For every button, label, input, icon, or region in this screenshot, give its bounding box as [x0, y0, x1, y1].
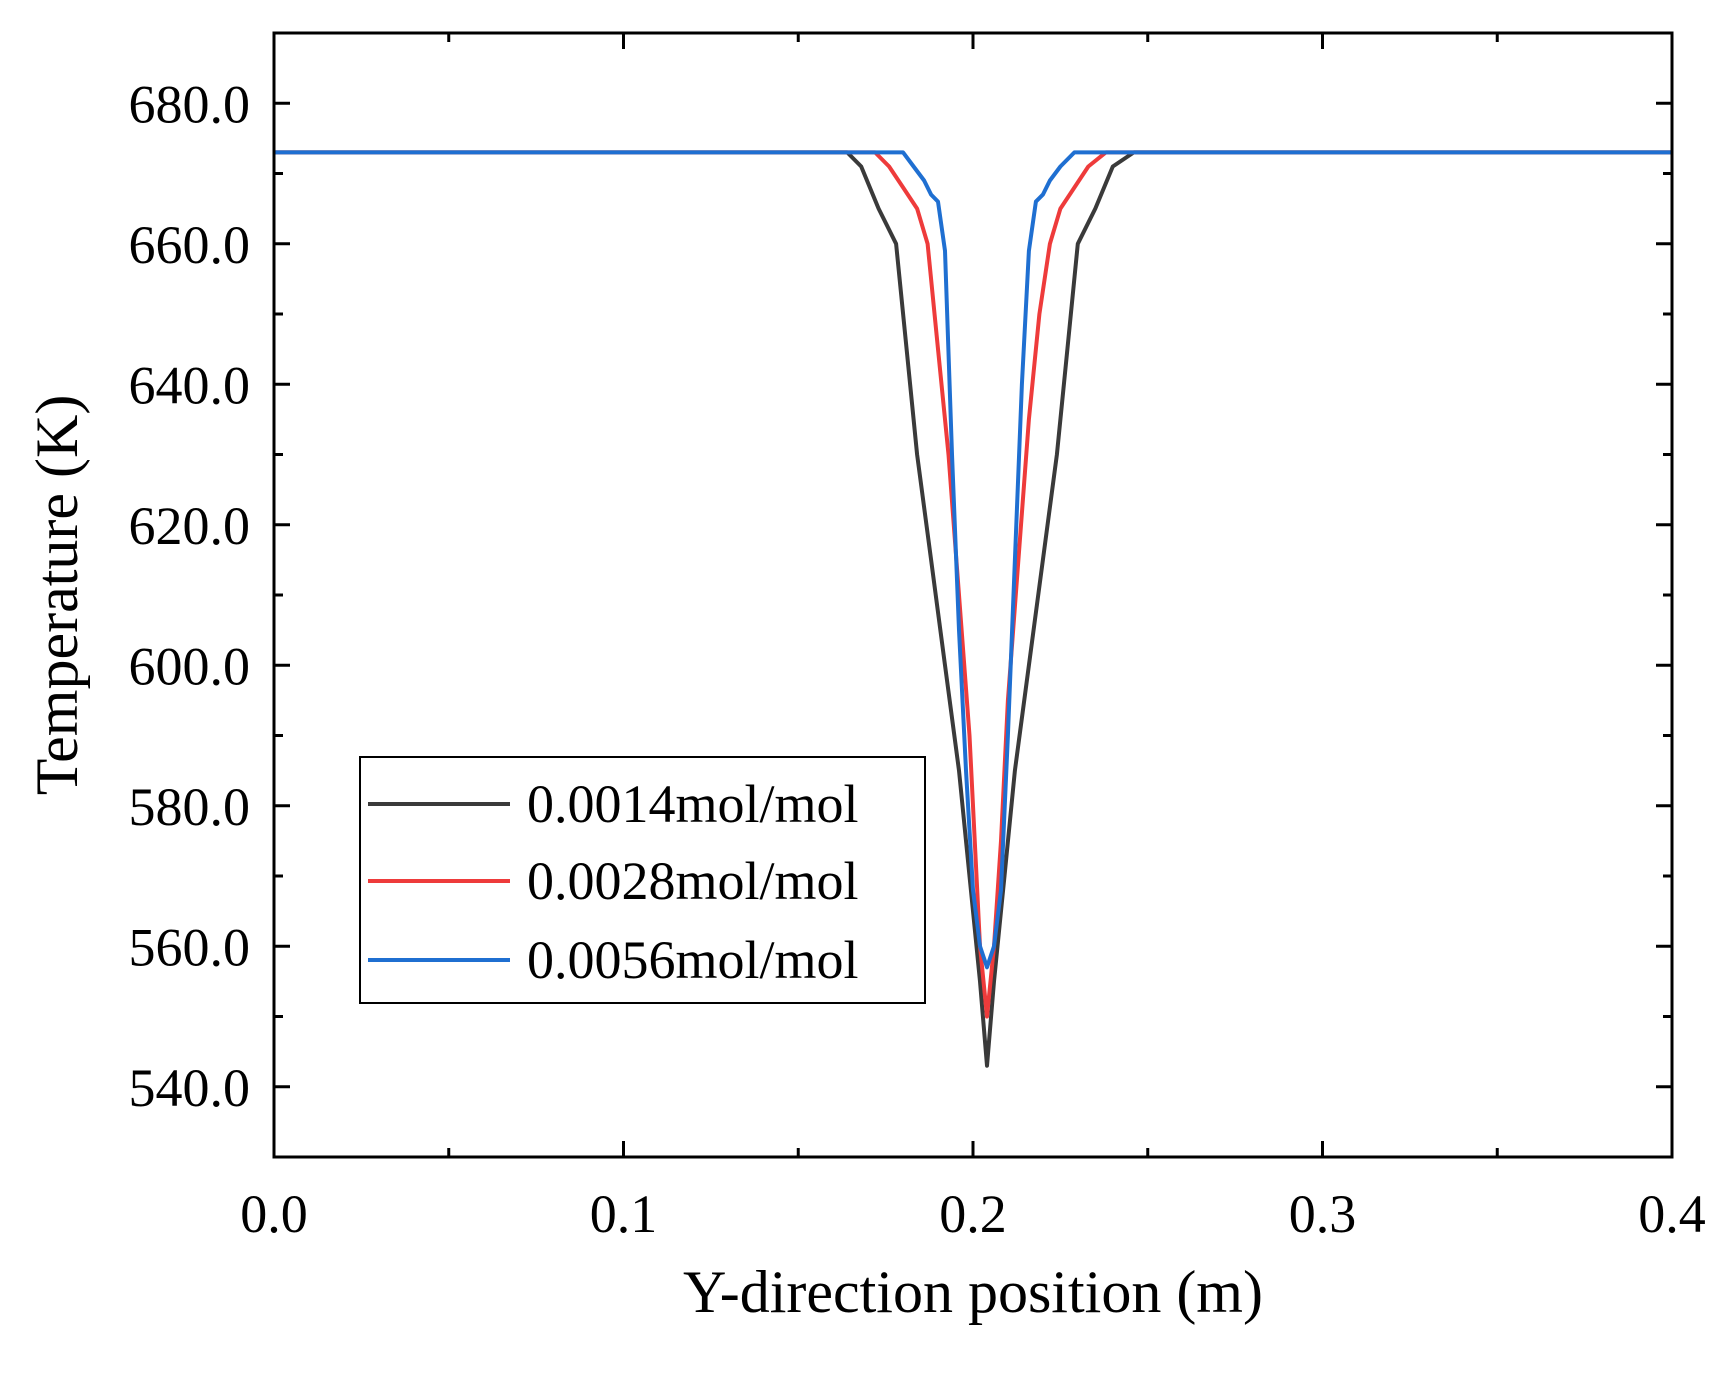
legend: 0.0014mol/mol 0.0028mol/mol 0.0056mol/mo… — [359, 756, 926, 1004]
y-tick-label-3: 600.0 — [129, 636, 251, 696]
x-tick-label-0: 0.0 — [240, 1184, 308, 1244]
legend-label-1: 0.0028mol/mol — [527, 851, 859, 911]
y-axis-title: Temperature (K) — [24, 395, 90, 796]
x-tick-label-2: 0.2 — [939, 1184, 1007, 1244]
y-tick-label-1: 560.0 — [129, 917, 251, 977]
legend-label-0: 0.0014mol/mol — [527, 774, 859, 834]
y-tick-label-0: 540.0 — [129, 1058, 251, 1118]
y-tick-label-2: 580.0 — [129, 777, 251, 837]
x-axis-title: Y-direction position (m) — [683, 1259, 1263, 1325]
series-group — [274, 150, 1672, 1068]
y-tick-label-4: 620.0 — [129, 496, 251, 556]
y-tick-label-5: 640.0 — [129, 355, 251, 415]
y-tick-label-6: 660.0 — [129, 215, 251, 275]
legend-label-2: 0.0056mol/mol — [527, 930, 859, 990]
series-line-2 — [274, 150, 1672, 970]
y-tick-label-7: 680.0 — [129, 74, 251, 134]
series-line-1 — [274, 150, 1672, 1019]
series-line-0 — [274, 150, 1672, 1068]
x-tick-label-4: 0.4 — [1638, 1184, 1706, 1244]
tick-label-group: 0.0 0.1 0.2 0.3 0.4 540.0 560.0 580.0 600.0 620.0… — [129, 74, 1706, 1244]
x-tick-label-1: 0.1 — [590, 1184, 658, 1244]
tick-group — [272, 31, 1674, 1159]
x-tick-label-3: 0.3 — [1289, 1184, 1357, 1244]
